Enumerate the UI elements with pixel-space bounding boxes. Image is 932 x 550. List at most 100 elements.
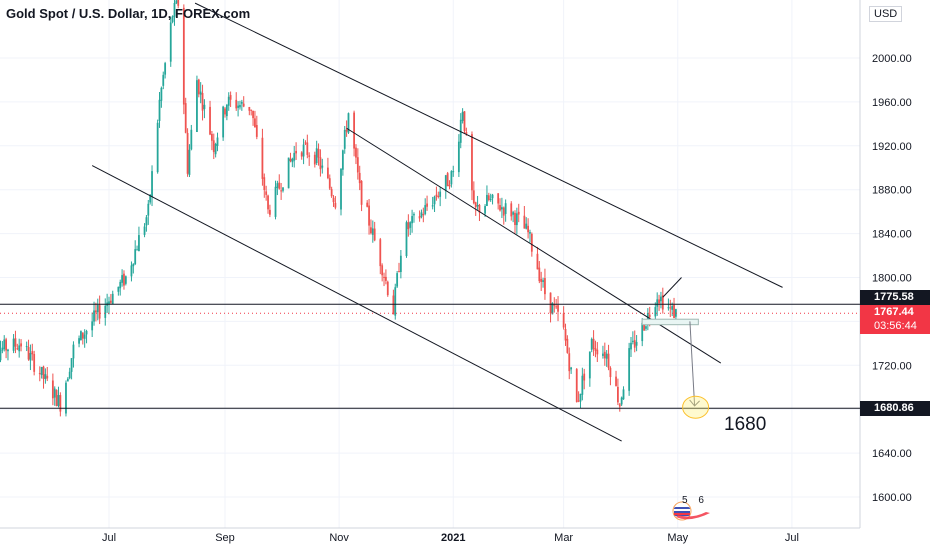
candle-body <box>95 310 97 313</box>
candle-body <box>308 155 311 157</box>
candle-body <box>138 235 140 252</box>
candle-body <box>1 347 4 351</box>
candle-body <box>633 340 636 348</box>
candle-body <box>319 157 322 170</box>
candle-body <box>317 148 320 158</box>
candle-body <box>65 382 67 414</box>
candle-body <box>615 376 617 386</box>
candle-body <box>577 400 580 402</box>
candle-body <box>282 187 284 191</box>
candle-body <box>332 197 335 203</box>
candle-body <box>0 350 2 361</box>
candle-body <box>514 212 516 225</box>
y-tick-label: 1600.00 <box>872 492 912 504</box>
candle-body <box>289 158 292 162</box>
candle-body <box>20 343 22 347</box>
candle-body <box>446 173 449 187</box>
candle-body <box>16 348 19 350</box>
target-circle <box>682 395 710 419</box>
candle-body <box>38 373 41 375</box>
candle-body <box>240 101 243 104</box>
candle-body <box>658 299 660 304</box>
candle-body <box>81 332 84 339</box>
candle-body <box>274 186 277 217</box>
candle-body <box>383 276 385 278</box>
candle-body <box>53 388 56 398</box>
candle-body <box>14 338 17 347</box>
candle-body <box>340 168 342 210</box>
candle-body <box>385 276 387 281</box>
candle-body <box>448 184 451 187</box>
candle-body <box>411 216 413 224</box>
trend-drawings <box>0 2 860 442</box>
candle-body <box>551 303 554 315</box>
candle-body <box>5 339 7 351</box>
candle-body <box>530 233 533 252</box>
candle-body <box>497 193 500 204</box>
candle-body <box>229 95 232 100</box>
candle-body <box>209 106 211 135</box>
currency-selector[interactable]: USD <box>869 6 903 22</box>
candle-body <box>371 228 374 235</box>
candle-body <box>123 273 125 286</box>
y-tick-label: 1880.00 <box>872 185 912 197</box>
candle-body <box>594 348 597 351</box>
support-zone-box <box>641 318 699 326</box>
candle-body <box>568 353 571 372</box>
projection-arrow <box>689 321 696 406</box>
candle-body <box>570 367 573 370</box>
candle-body <box>160 87 163 101</box>
candle-body <box>654 307 657 317</box>
candle-body <box>452 171 455 173</box>
trendline <box>91 165 622 442</box>
candlestick-series <box>0 0 677 417</box>
candle-body <box>109 300 112 303</box>
candle-body <box>399 255 402 273</box>
candle-body <box>134 249 137 265</box>
candle-body <box>18 345 21 352</box>
candle-body <box>590 338 593 350</box>
candle-body <box>583 373 586 381</box>
candle-body <box>368 205 370 226</box>
candle-body <box>250 109 253 111</box>
candle-body <box>302 144 305 157</box>
candle-body <box>12 338 15 351</box>
candle-body <box>579 393 582 402</box>
candle-body <box>83 334 86 339</box>
candle-body <box>407 222 410 230</box>
candle-body <box>420 212 423 217</box>
candle-body <box>80 331 82 341</box>
candle-body <box>557 305 559 312</box>
candle-body <box>224 108 226 115</box>
y-tick-label: 2000.00 <box>872 53 912 65</box>
candle-body <box>235 99 238 109</box>
candle-body <box>267 195 269 210</box>
candle-body <box>536 253 539 270</box>
candle-body <box>581 375 584 395</box>
candle-body <box>248 106 251 111</box>
candle-body <box>474 202 477 208</box>
candle-body <box>641 322 644 342</box>
chart-grid <box>0 0 861 529</box>
candle-body <box>622 389 625 400</box>
candle-body <box>132 263 135 267</box>
candle-body <box>212 140 215 153</box>
events-flag-icon[interactable]: 5 6 <box>668 495 712 523</box>
candle-body <box>72 344 75 359</box>
candle-body <box>517 211 520 215</box>
candle-body <box>366 202 369 207</box>
candle-body <box>306 142 309 155</box>
candle-body <box>648 314 651 318</box>
candle-body <box>544 278 546 295</box>
candle-body <box>607 353 610 368</box>
candle-body <box>3 339 6 350</box>
candle-body <box>396 273 399 287</box>
candle-body <box>203 104 206 110</box>
candle-body <box>499 205 501 211</box>
candle-body <box>98 305 101 319</box>
candle-body <box>330 189 333 197</box>
candle-body <box>143 226 146 235</box>
candle-body <box>197 79 200 95</box>
candle-body <box>85 331 88 335</box>
